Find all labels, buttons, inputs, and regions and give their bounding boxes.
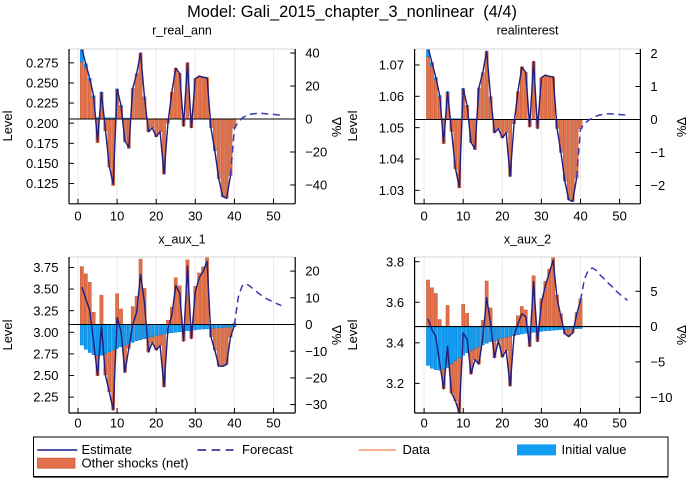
svg-text:1.07: 1.07	[379, 58, 404, 73]
svg-text:3.50: 3.50	[33, 282, 58, 297]
svg-text:2.50: 2.50	[33, 368, 58, 383]
svg-text:1.03: 1.03	[379, 183, 404, 198]
svg-text:2.25: 2.25	[33, 390, 58, 405]
svg-text:0: 0	[650, 319, 657, 334]
svg-text:Estimate: Estimate	[82, 442, 133, 457]
svg-text:Initial value: Initial value	[562, 442, 627, 457]
svg-text:r_real_ann: r_real_ann	[152, 24, 212, 38]
svg-text:Level: Level	[0, 110, 15, 141]
svg-text:Forecast: Forecast	[242, 442, 293, 457]
svg-text:10: 10	[305, 290, 319, 305]
svg-text:1.06: 1.06	[379, 89, 404, 104]
svg-text:Level: Level	[345, 110, 360, 141]
svg-text:−10: −10	[650, 390, 672, 405]
svg-text:40: 40	[305, 46, 319, 61]
svg-text:20: 20	[305, 79, 319, 94]
svg-text:40: 40	[573, 415, 587, 430]
svg-text:0.175: 0.175	[26, 136, 59, 151]
svg-text:40: 40	[573, 208, 587, 223]
svg-text:0.225: 0.225	[26, 96, 59, 111]
svg-text:50: 50	[266, 208, 280, 223]
svg-text:−2: −2	[650, 178, 665, 193]
svg-text:1: 1	[650, 79, 657, 94]
svg-text:0.125: 0.125	[26, 176, 59, 191]
svg-text:0: 0	[420, 208, 427, 223]
svg-text:−40: −40	[305, 178, 327, 193]
svg-text:20: 20	[495, 415, 509, 430]
svg-text:3.8: 3.8	[386, 254, 404, 269]
svg-text:x_aux_1: x_aux_1	[158, 233, 205, 247]
svg-text:5: 5	[650, 284, 657, 299]
svg-text:3.00: 3.00	[33, 325, 58, 340]
svg-text:10: 10	[456, 208, 470, 223]
svg-text:%Δ: %Δ	[329, 117, 344, 138]
svg-text:−20: −20	[305, 371, 327, 386]
svg-text:realinterest: realinterest	[497, 24, 559, 38]
svg-text:10: 10	[456, 415, 470, 430]
svg-text:2.75: 2.75	[33, 346, 58, 361]
svg-text:30: 30	[188, 208, 202, 223]
svg-text:−10: −10	[305, 344, 327, 359]
svg-text:3.4: 3.4	[386, 335, 404, 350]
svg-text:20: 20	[149, 208, 163, 223]
svg-text:Data: Data	[403, 442, 431, 457]
svg-text:3.6: 3.6	[386, 295, 404, 310]
svg-text:30: 30	[534, 415, 548, 430]
svg-text:50: 50	[612, 415, 626, 430]
svg-text:−30: −30	[305, 397, 327, 412]
svg-text:Other shocks (net): Other shocks (net)	[82, 456, 189, 471]
svg-text:%Δ: %Δ	[674, 325, 689, 346]
svg-text:30: 30	[534, 208, 548, 223]
svg-text:0.200: 0.200	[26, 116, 59, 131]
svg-text:0: 0	[305, 317, 312, 332]
svg-text:1.05: 1.05	[379, 120, 404, 135]
svg-text:0: 0	[74, 208, 81, 223]
svg-text:10: 10	[110, 208, 124, 223]
svg-text:−1: −1	[650, 145, 665, 160]
svg-text:20: 20	[305, 264, 319, 279]
svg-text:30: 30	[188, 415, 202, 430]
svg-text:50: 50	[612, 208, 626, 223]
svg-text:0.275: 0.275	[26, 55, 59, 70]
svg-text:0: 0	[420, 415, 427, 430]
svg-text:Level: Level	[0, 319, 15, 350]
svg-text:Level: Level	[345, 319, 360, 350]
svg-text:%Δ: %Δ	[329, 325, 344, 346]
svg-text:%Δ: %Δ	[674, 117, 689, 138]
svg-text:0: 0	[74, 415, 81, 430]
svg-text:0: 0	[305, 112, 312, 127]
svg-text:40: 40	[227, 208, 241, 223]
svg-text:−5: −5	[650, 355, 665, 370]
svg-text:x_aux_2: x_aux_2	[504, 233, 551, 247]
svg-text:3.25: 3.25	[33, 303, 58, 318]
svg-text:50: 50	[266, 415, 280, 430]
svg-text:0.150: 0.150	[26, 156, 59, 171]
svg-text:20: 20	[149, 415, 163, 430]
svg-text:2: 2	[650, 46, 657, 61]
svg-text:0.250: 0.250	[26, 76, 59, 91]
svg-text:40: 40	[227, 415, 241, 430]
svg-text:Model: Gali_2015_chapter_3_non: Model: Gali_2015_chapter_3_nonlinear (4/…	[187, 3, 517, 21]
svg-text:10: 10	[110, 415, 124, 430]
svg-text:3.2: 3.2	[386, 376, 404, 391]
svg-text:20: 20	[495, 208, 509, 223]
svg-text:0: 0	[650, 112, 657, 127]
svg-text:−20: −20	[305, 145, 327, 160]
svg-text:3.75: 3.75	[33, 260, 58, 275]
svg-text:1.04: 1.04	[379, 152, 404, 167]
